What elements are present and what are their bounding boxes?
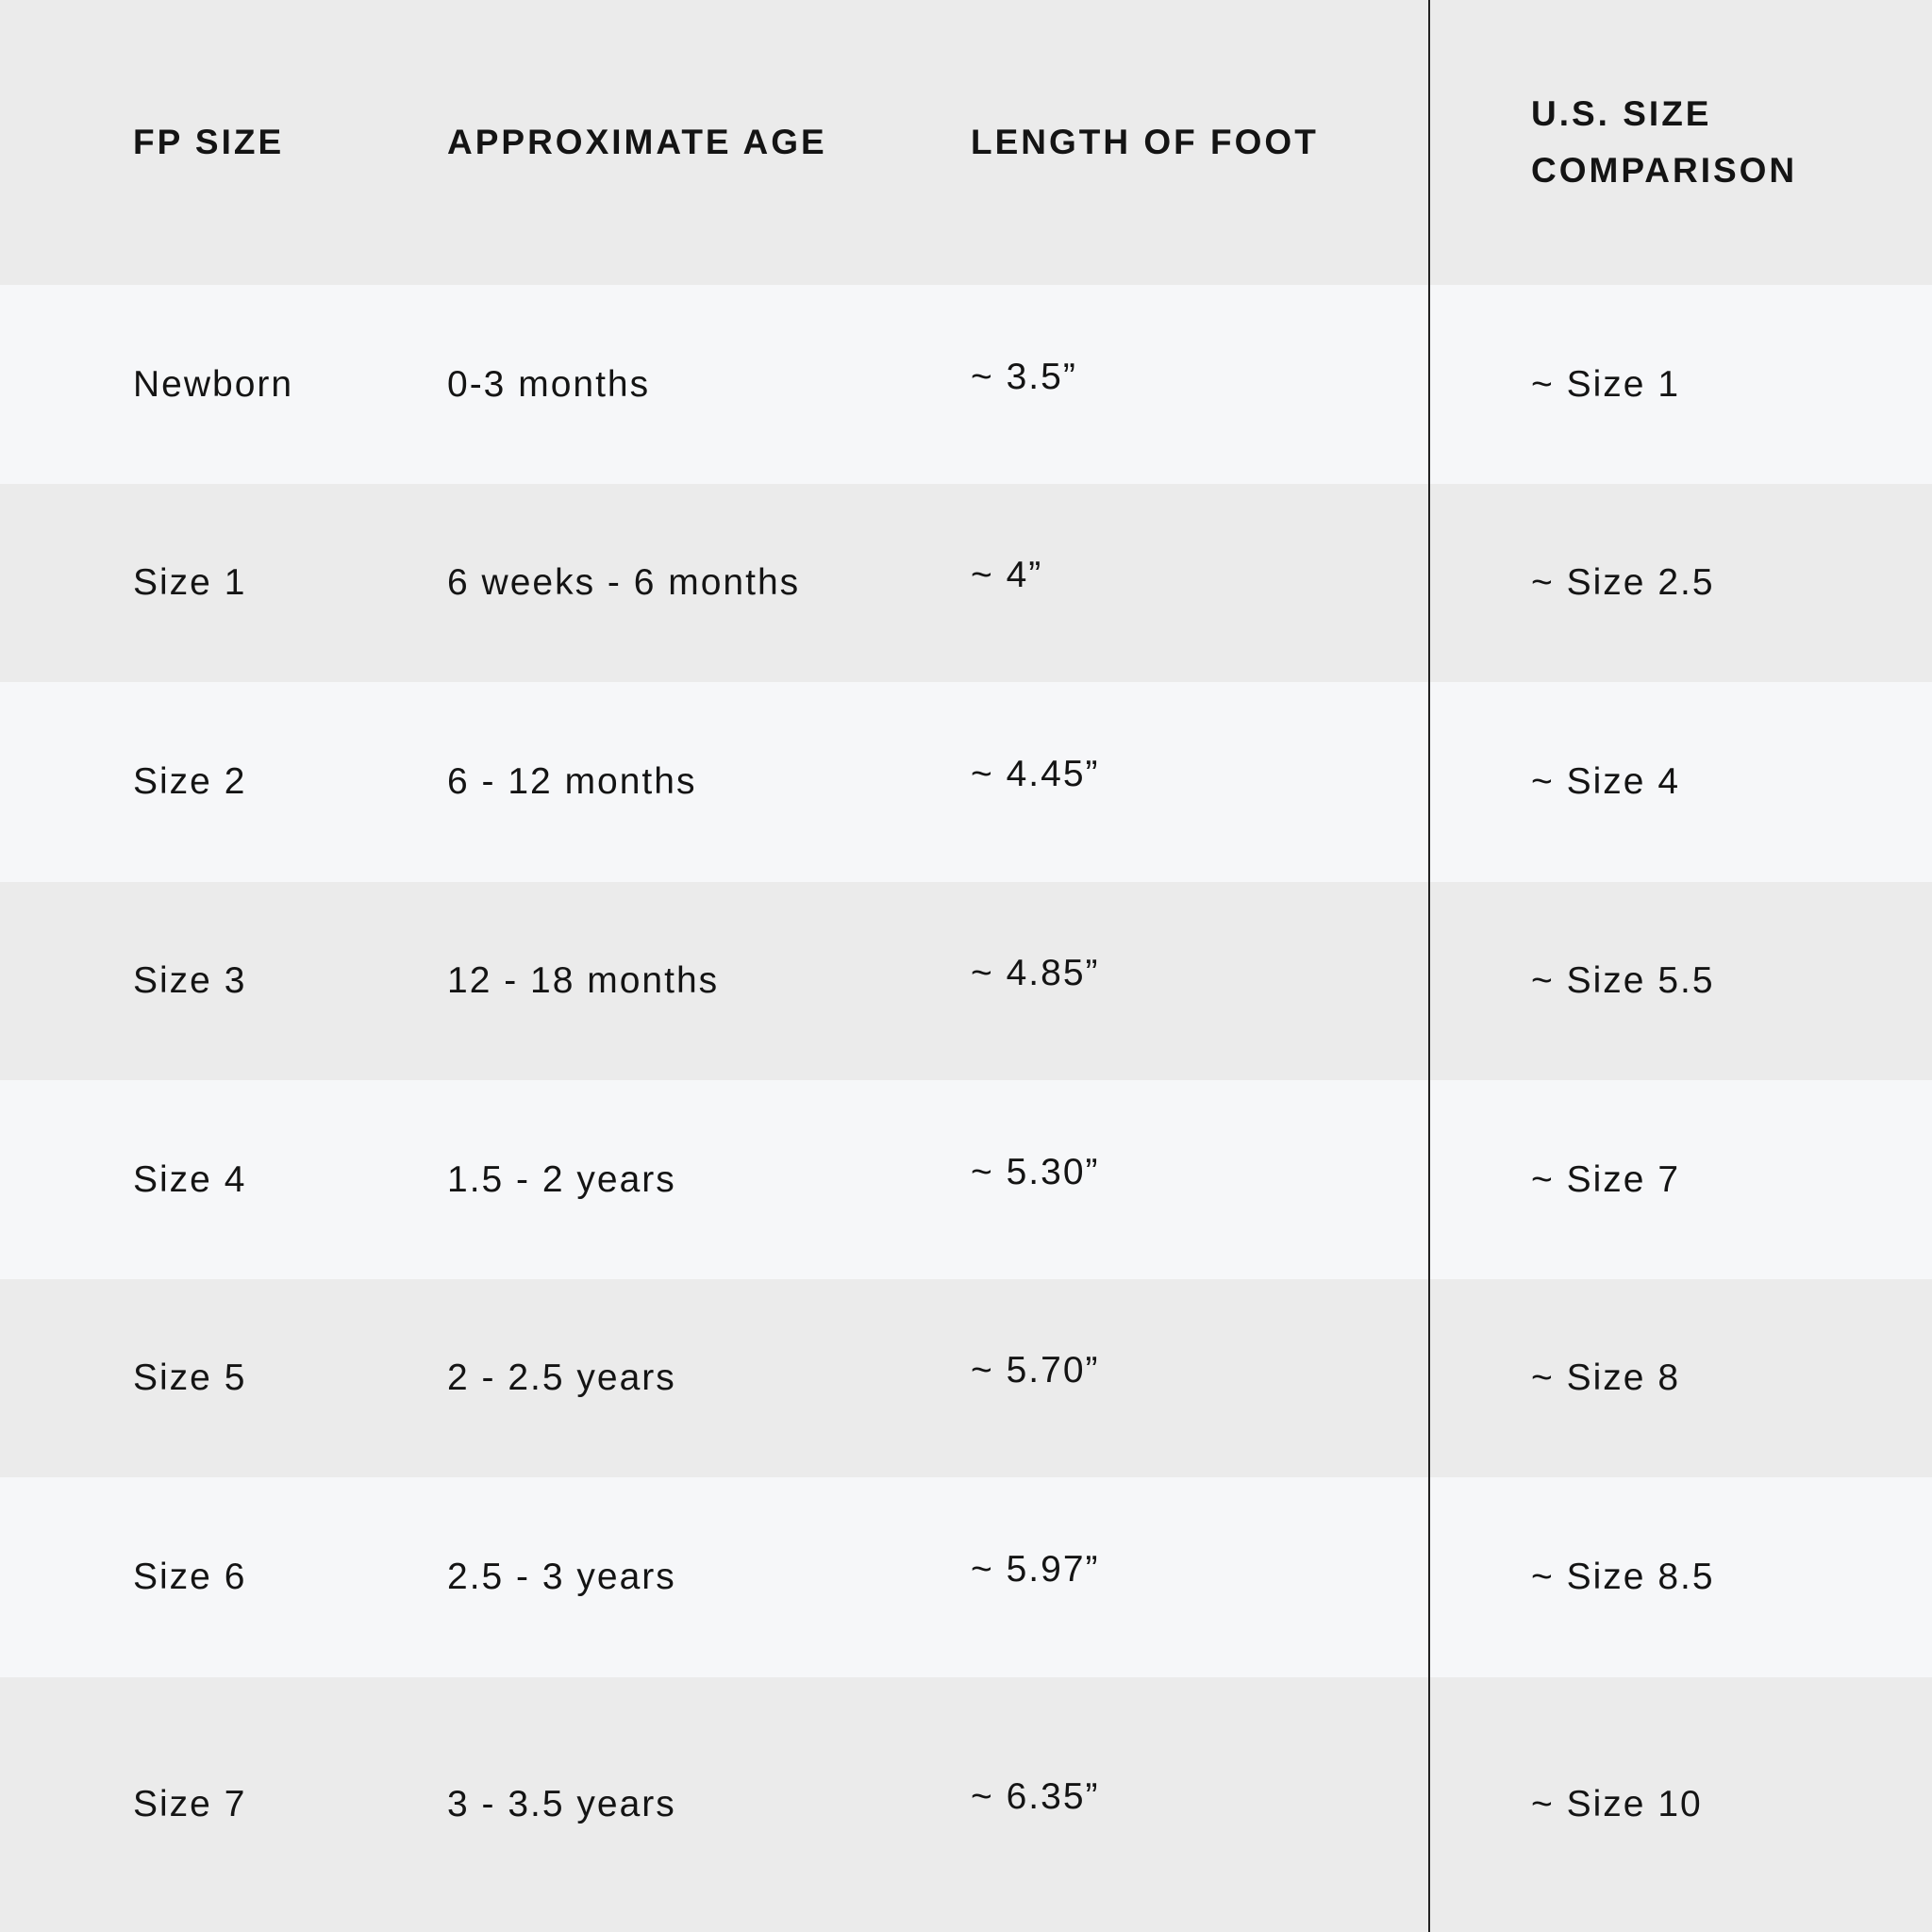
header-us-size-comparison: U.S. SIZE COMPARISON [1531, 86, 1797, 199]
column-divider [1428, 0, 1430, 1932]
cell-fp-size: Size 3 [133, 960, 247, 1001]
cell-us-size: ~ Size 2.5 [1531, 562, 1715, 603]
cell-length-of-foot: ~ 4” [971, 555, 1043, 595]
table-row: Size 5 2 - 2.5 years ~ 5.70” ~ Size 8 [0, 1279, 1932, 1477]
cell-length-of-foot: ~ 4.45” [971, 754, 1100, 794]
table-row: Size 3 12 - 18 months ~ 4.85” ~ Size 5.5 [0, 882, 1932, 1080]
cell-us-size: ~ Size 8 [1531, 1357, 1681, 1398]
cell-approximate-age: 2.5 - 3 years [447, 1557, 676, 1597]
cell-length-of-foot: ~ 5.97” [971, 1549, 1100, 1590]
cell-fp-size: Size 2 [133, 761, 247, 802]
cell-us-size: ~ Size 8.5 [1531, 1557, 1715, 1597]
header-fp-size: FP SIZE [133, 123, 285, 161]
cell-length-of-foot: ~ 5.70” [971, 1350, 1100, 1391]
cell-approximate-age: 0-3 months [447, 363, 651, 405]
cell-us-size: ~ Size 10 [1531, 1784, 1703, 1824]
cell-approximate-age: 2 - 2.5 years [447, 1357, 676, 1398]
table-row: Size 4 1.5 - 2 years ~ 5.30” ~ Size 7 [0, 1080, 1932, 1279]
cell-approximate-age: 1.5 - 2 years [447, 1158, 676, 1200]
cell-fp-size: Newborn [133, 363, 294, 405]
table-row: Newborn 0-3 months ~ 3.5” ~ Size 1 [0, 285, 1932, 484]
cell-us-size: ~ Size 1 [1531, 363, 1681, 405]
cell-length-of-foot: ~ 4.85” [971, 953, 1100, 993]
cell-length-of-foot: ~ 6.35” [971, 1776, 1100, 1817]
cell-length-of-foot: ~ 3.5” [971, 356, 1077, 397]
header-approximate-age: APPROXIMATE AGE [447, 123, 827, 161]
cell-us-size: ~ Size 5.5 [1531, 960, 1715, 1001]
cell-approximate-age: 6 - 12 months [447, 761, 697, 802]
table-row: Size 7 3 - 3.5 years ~ 6.35” ~ Size 10 [0, 1677, 1932, 1932]
cell-fp-size: Size 5 [133, 1357, 247, 1398]
cell-fp-size: Size 6 [133, 1557, 247, 1597]
table-row: Size 1 6 weeks - 6 months ~ 4” ~ Size 2.5 [0, 484, 1932, 682]
header-length-of-foot: LENGTH OF FOOT [971, 123, 1319, 161]
table-header: FP SIZE APPROXIMATE AGE LENGTH OF FOOT U… [0, 0, 1932, 285]
header-us-line-1: U.S. SIZE [1531, 94, 1712, 133]
cell-approximate-age: 3 - 3.5 years [447, 1784, 676, 1824]
cell-approximate-age: 12 - 18 months [447, 960, 720, 1001]
header-us-line-2: COMPARISON [1531, 151, 1798, 190]
table-row: Size 2 6 - 12 months ~ 4.45” ~ Size 4 [0, 682, 1932, 882]
cell-length-of-foot: ~ 5.30” [971, 1151, 1100, 1192]
cell-us-size: ~ Size 7 [1531, 1158, 1681, 1200]
cell-fp-size: Size 1 [133, 562, 247, 603]
cell-fp-size: Size 4 [133, 1158, 247, 1200]
cell-us-size: ~ Size 4 [1531, 761, 1681, 802]
cell-fp-size: Size 7 [133, 1784, 247, 1824]
table-row: Size 6 2.5 - 3 years ~ 5.97” ~ Size 8.5 [0, 1477, 1932, 1677]
cell-approximate-age: 6 weeks - 6 months [447, 562, 801, 603]
